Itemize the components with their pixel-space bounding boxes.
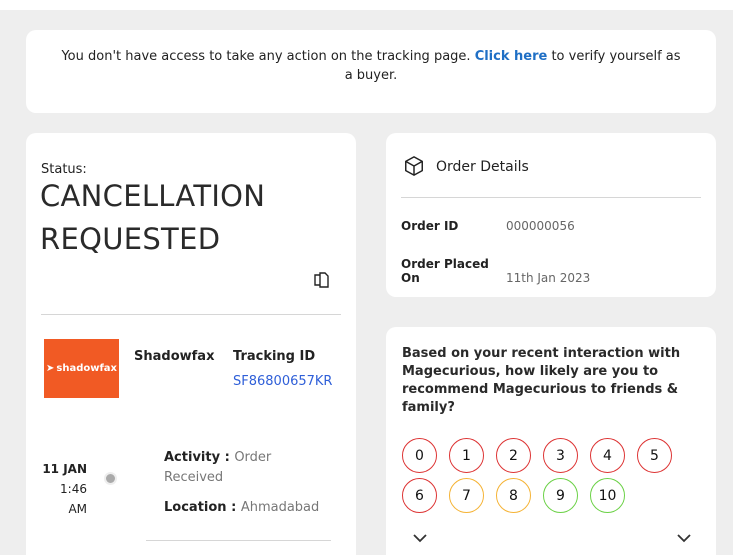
- tracking-id-label: Tracking ID: [233, 349, 316, 364]
- nps-option-4[interactable]: 4: [590, 438, 625, 473]
- nps-option-10[interactable]: 10: [590, 478, 625, 513]
- nps-option-0[interactable]: 0: [402, 438, 437, 473]
- chevron-down-icon[interactable]: [413, 533, 427, 543]
- page: You don't have access to take any action…: [0, 10, 733, 555]
- copy-icon[interactable]: [313, 271, 331, 289]
- access-banner: You don't have access to take any action…: [26, 30, 716, 113]
- nps-option-8[interactable]: 8: [496, 478, 531, 513]
- order-date-row: Order Placed On 11th Jan 2023: [401, 257, 591, 285]
- status-value: CANCELLATION REQUESTED: [40, 179, 266, 256]
- order-details-card: Order Details Order ID 000000056 Order Pl…: [386, 133, 716, 297]
- nps-option-1[interactable]: 1: [449, 438, 484, 473]
- nps-option-3[interactable]: 3: [543, 438, 578, 473]
- package-icon: [405, 156, 423, 176]
- nps-scale: 0 1 2 3 4 5 6 7 8 9 10: [402, 438, 692, 513]
- timeline-location: Location : Ahmadabad: [164, 500, 320, 515]
- carrier-logo: ➤ shadowfax: [44, 339, 119, 398]
- nps-option-2[interactable]: 2: [496, 438, 531, 473]
- nps-option-6[interactable]: 6: [402, 478, 437, 513]
- nps-option-9[interactable]: 9: [543, 478, 578, 513]
- nps-option-7[interactable]: 7: [449, 478, 484, 513]
- nps-option-5[interactable]: 5: [637, 438, 672, 473]
- chevron-down-icon[interactable]: [677, 533, 691, 543]
- divider: [41, 314, 341, 315]
- timeline-activity: Activity : Order Received: [164, 450, 272, 485]
- order-details-title: Order Details: [436, 159, 529, 175]
- nps-question: Based on your recent interaction with Ma…: [402, 346, 681, 415]
- timeline-dot: [104, 472, 117, 485]
- verify-link[interactable]: Click here: [474, 49, 548, 64]
- status-label: Status:: [41, 162, 87, 177]
- divider: [401, 197, 701, 198]
- tracking-id[interactable]: SF86800657KR: [233, 374, 333, 389]
- order-id-row: Order ID 000000056: [401, 219, 575, 233]
- timeline-date: 11 JAN 1:46 AM: [42, 462, 87, 516]
- divider: [146, 540, 331, 541]
- carrier-name: Shadowfax: [134, 349, 215, 364]
- tracking-card: Status: CANCELLATION REQUESTED ➤ shadowfa…: [26, 133, 356, 555]
- nps-card: Based on your recent interaction with Ma…: [386, 327, 716, 555]
- banner-text: You don't have access to take any action…: [61, 49, 475, 64]
- banner-text-after: to verify yourself as a buyer.: [344, 49, 681, 83]
